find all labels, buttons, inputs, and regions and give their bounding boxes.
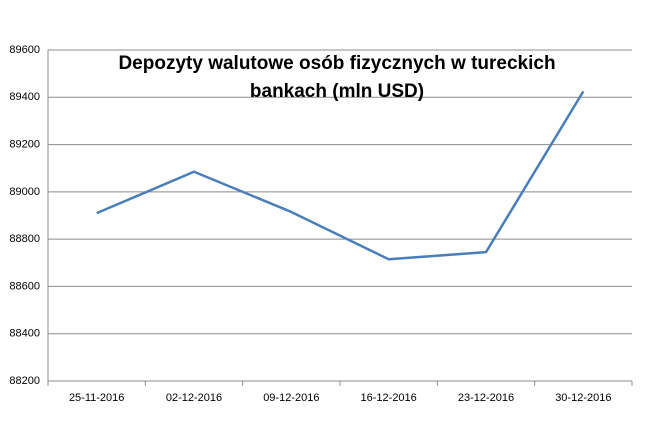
x-tick-label: 30-12-2016 — [555, 392, 611, 404]
x-tick-label: 25-11-2016 — [69, 392, 124, 404]
x-tick-label: 09-12-2016 — [263, 392, 319, 404]
chart-title: Depozyty walutowe osób fizycznych w ture… — [118, 53, 556, 102]
y-tick-label: 88800 — [9, 233, 40, 245]
x-tick-label: 16-12-2016 — [361, 392, 417, 404]
data-line — [96, 90, 585, 261]
x-tick-label: 02-12-2016 — [166, 392, 222, 404]
y-tick-label: 88600 — [9, 280, 40, 292]
y-tick-label: 88200 — [9, 375, 40, 387]
y-tick-label: 88400 — [9, 328, 40, 340]
y-tick-label: 89400 — [9, 91, 40, 103]
y-tick-label: 89200 — [9, 138, 40, 150]
y-tick-label: 89600 — [9, 44, 40, 56]
y-tick-label: 89000 — [9, 186, 40, 198]
x-tick-label: 23-12-2016 — [458, 392, 514, 404]
